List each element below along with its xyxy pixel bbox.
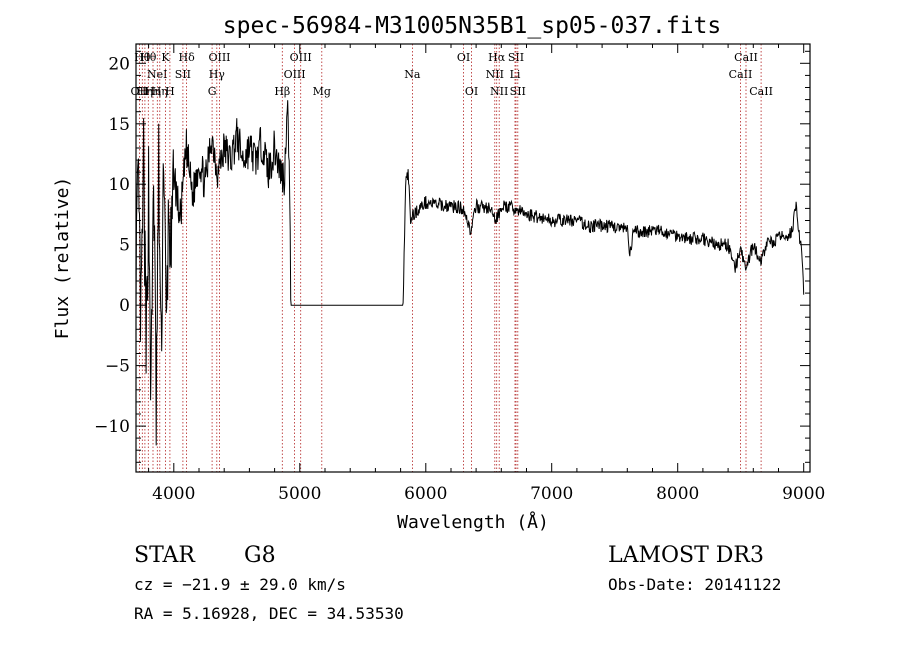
- spectrum-line: [135, 100, 805, 446]
- x-tick-label-2: 6000: [404, 484, 447, 504]
- line-marker-label-6: Hη: [152, 85, 168, 98]
- line-marker-label-17: Mg: [313, 85, 331, 98]
- line-marker-label-21: NII: [486, 68, 504, 81]
- line-marker-label-2: Hη: [137, 85, 153, 98]
- line-marker-label-12: Hγ: [209, 68, 226, 81]
- line-marker-label-27: CaII: [729, 68, 753, 81]
- line-marker-label-14: Hβ: [274, 85, 290, 98]
- line-marker-label-1: Hθ: [134, 51, 151, 64]
- y-tick-label-4: 10: [108, 175, 130, 195]
- line-marker-label-8: H: [165, 85, 175, 98]
- line-marker-label-23: NII: [490, 85, 508, 98]
- spectrum-series: [135, 100, 805, 446]
- survey-name: LAMOST DR3: [608, 543, 764, 568]
- observation-date: Obs-Date: 20141122: [608, 575, 781, 594]
- line-marker-label-29: CaII: [749, 85, 773, 98]
- line-marker-label-13: OIII: [208, 51, 230, 64]
- line-marker-label-25: SII: [508, 51, 524, 64]
- line-marker-label-28: CaII: [734, 51, 758, 64]
- y-tick-label-1: −5: [105, 357, 130, 377]
- y-axis-label: Flux (relative): [52, 177, 73, 340]
- y-tick-label-6: 20: [108, 54, 130, 74]
- x-tick-label-3: 7000: [530, 484, 573, 504]
- x-tick-label-0: 4000: [152, 484, 195, 504]
- line-marker-label-10: Hδ: [178, 51, 195, 64]
- y-tick-label-3: 5: [119, 236, 130, 256]
- line-marker-label-24: Li: [510, 68, 521, 81]
- line-marker-label-3: Hθ: [140, 51, 157, 64]
- line-marker-label-18: Na: [404, 68, 421, 81]
- line-marker-label-15: OIII: [284, 68, 306, 81]
- object-class: STAR: [134, 543, 196, 568]
- x-tick-label-5: 9000: [782, 484, 825, 504]
- line-marker-label-16: OIII: [290, 51, 312, 64]
- line-marker-label-7: K: [161, 51, 170, 64]
- line-marker-label-4: Hη: [145, 85, 161, 98]
- x-tick-label-4: 8000: [656, 484, 699, 504]
- line-marker-label-9: SII: [175, 68, 191, 81]
- plot-frame: [135, 43, 811, 473]
- x-tick-label-1: 5000: [278, 484, 321, 504]
- line-marker-label-20: OI: [465, 85, 478, 98]
- line-marker-label-22: Hα: [488, 51, 506, 64]
- x-axis-label: Wavelength (Å): [397, 511, 549, 533]
- line-marker-label-11: G: [208, 85, 217, 98]
- object-subclass: G8: [244, 543, 276, 568]
- y-tick-label-0: −10: [94, 417, 130, 437]
- line-marker-label-19: OI: [457, 51, 470, 64]
- chart-title: spec-56984-M31005N35B1_sp05-037.fits: [223, 13, 722, 39]
- line-marker-label-26: SII: [510, 85, 526, 98]
- line-marker-label-0: OII: [131, 85, 149, 98]
- y-tick-label-2: 0: [119, 296, 130, 316]
- y-tick-label-5: 15: [108, 115, 130, 135]
- y-axis: −10 −5 0 5 10 15 20: [94, 50, 810, 463]
- redshift-text: cz = −21.9 ± 29.0 km/s: [134, 575, 346, 594]
- line-marker-label-5: NeI: [147, 68, 167, 81]
- coordinates-text: RA = 5.16928, DEC = 34.53530: [134, 604, 404, 623]
- x-axis: 4000 5000 6000 7000 8000 9000: [148, 44, 825, 504]
